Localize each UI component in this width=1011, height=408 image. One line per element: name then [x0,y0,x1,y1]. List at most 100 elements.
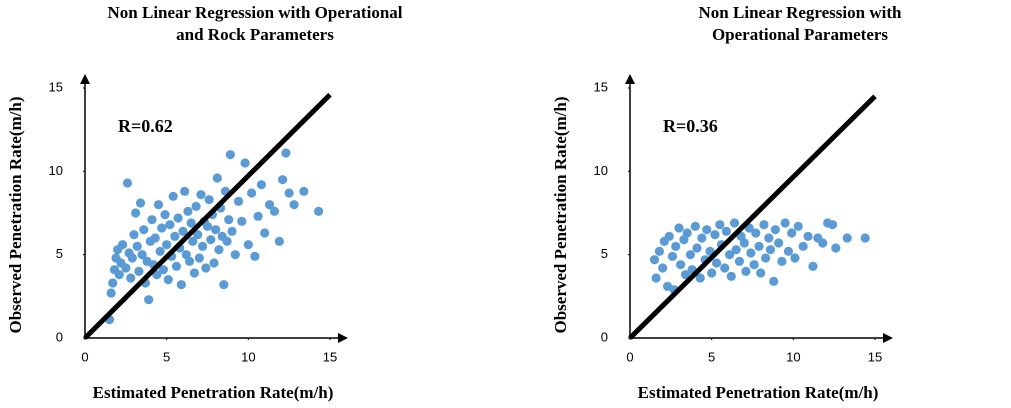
annotation: R=0.62 [118,116,173,136]
point [289,200,299,210]
point [756,268,766,278]
point [654,246,665,256]
point [818,238,828,248]
point [243,240,253,250]
x-tick-label: 15 [868,349,882,364]
point [117,240,128,250]
point [139,225,149,235]
point [274,236,284,246]
point [777,256,787,266]
point [715,220,725,230]
point [702,225,712,235]
point [137,250,147,260]
point [189,268,200,278]
y-axis-arrow [625,74,635,84]
x-tick-label: 5 [708,349,715,364]
chart-title: Non Linear Regression with Operational P… [698,3,902,44]
y-axis-label: Observed Penetration Rate(m/h) [551,96,570,333]
point [746,248,756,258]
point [759,220,769,230]
point [682,228,692,238]
point [674,223,684,233]
point [760,253,771,263]
point [831,243,841,253]
point [765,245,776,255]
point [108,278,118,288]
point [193,230,203,240]
point [144,295,154,305]
point [264,200,275,210]
y-tick-label: 0 [56,329,63,344]
point [162,240,172,250]
x-tick-label: 10 [786,349,800,364]
point [126,273,136,283]
point [299,186,309,196]
point [720,263,730,273]
point [183,206,193,216]
point [237,216,247,226]
y-tick-label: 10 [594,163,608,178]
point [751,228,761,238]
point [135,198,146,208]
point [734,256,745,266]
point [194,253,204,263]
y-axis-arrow [80,74,90,84]
point [690,221,700,231]
y-tick-label: 10 [49,163,63,178]
point [697,233,707,243]
x-tick-label: 0 [81,349,88,364]
point [707,268,717,278]
point [658,263,668,273]
point [212,173,222,183]
y-tick-label: 5 [56,246,63,261]
point [227,226,237,236]
point [204,195,214,205]
y-tick-label: 0 [601,329,608,344]
point [188,236,198,246]
point [233,196,244,206]
point [313,206,324,216]
point [726,271,736,281]
point [122,178,133,188]
point [253,211,263,221]
point [155,246,165,256]
reference-line [628,94,877,340]
point [230,250,240,260]
point [178,226,188,236]
point [649,255,660,265]
point [827,220,838,230]
point [132,241,142,251]
point [163,275,173,285]
point [170,231,180,241]
point [201,263,211,273]
point [739,238,749,248]
point [114,270,124,280]
point [842,233,852,243]
point [153,200,164,210]
point [247,188,257,198]
point [676,260,686,270]
point [160,210,170,220]
x-tick-label: 10 [241,349,255,364]
point [196,190,206,200]
x-tick-label: 5 [163,349,170,364]
point [787,228,797,238]
point [770,225,780,235]
point [278,175,288,185]
point [256,180,266,190]
point [651,273,661,283]
point [180,186,190,196]
point [667,251,678,261]
point [134,266,144,276]
point [692,243,702,253]
point [754,241,764,251]
point [793,221,803,231]
point [685,250,696,260]
point [214,245,224,255]
point [225,150,235,160]
chart-title: Non Linear Regression with Operational a… [107,3,403,44]
point [721,226,731,236]
x-axis-label: Estimated Penetration Rate(m/h) [93,383,334,402]
